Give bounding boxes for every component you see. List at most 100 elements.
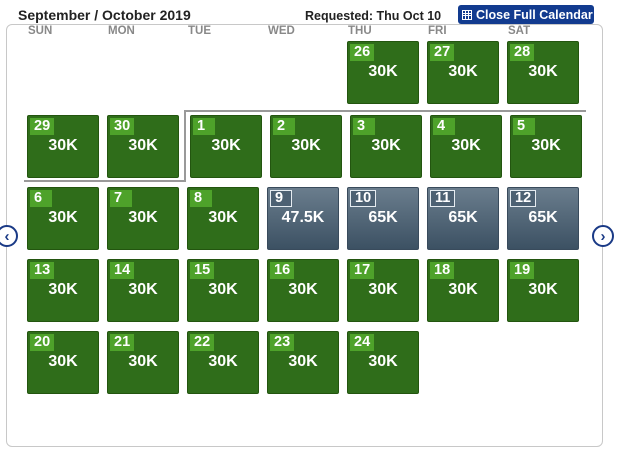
day-number: 22 [190, 334, 215, 351]
day-number: 3 [353, 118, 375, 135]
day-cell[interactable]: 30 30K [107, 115, 179, 178]
day-number: 11 [430, 190, 456, 207]
day-number: 1 [193, 118, 215, 135]
day-number: 18 [430, 262, 455, 279]
day-cell[interactable]: 10 65K [347, 187, 419, 250]
day-cell[interactable]: 27 30K [427, 41, 499, 104]
day-cell[interactable]: 13 30K [27, 259, 99, 322]
day-price: 30K [128, 137, 158, 154]
day-number: 9 [270, 190, 292, 207]
day-number: 6 [30, 190, 52, 207]
day-cell[interactable]: 28 30K [507, 41, 579, 104]
day-cell[interactable]: 3 30K [350, 115, 422, 178]
day-price: 30K [128, 281, 158, 298]
day-number: 20 [30, 334, 55, 351]
day-price: 30K [288, 353, 318, 370]
previous-month-button[interactable]: ‹ [0, 225, 18, 247]
day-price: 30K [208, 281, 238, 298]
day-price: 30K [368, 63, 398, 80]
day-number: 10 [350, 190, 377, 207]
requested-date: Requested: Thu Oct 10 [305, 9, 442, 23]
day-cell[interactable]: 8 30K [187, 187, 259, 250]
day-price: 65K [528, 209, 558, 226]
weekday-tue: TUE [188, 25, 211, 37]
day-number: 14 [110, 262, 135, 279]
month-separator [24, 180, 186, 182]
day-number: 15 [190, 262, 215, 279]
weekday-sun: SUN [28, 25, 53, 37]
day-number: 24 [350, 334, 375, 351]
day-cell[interactable]: 21 30K [107, 331, 179, 394]
day-cell[interactable]: 4 30K [430, 115, 502, 178]
day-number: 13 [30, 262, 55, 279]
day-cell[interactable]: 15 30K [187, 259, 259, 322]
day-price: 30K [448, 63, 478, 80]
day-number: 23 [270, 334, 295, 351]
close-full-calendar-label: Close Full Calendar [476, 7, 593, 22]
day-cell[interactable]: 7 30K [107, 187, 179, 250]
day-price: 30K [208, 353, 238, 370]
day-price: 30K [291, 137, 321, 154]
close-full-calendar-button[interactable]: Close Full Calendar [458, 5, 594, 24]
day-price: 30K [48, 209, 78, 226]
day-cell[interactable]: 26 30K [347, 41, 419, 104]
day-cell[interactable]: 20 30K [27, 331, 99, 394]
chevron-left-icon: ‹ [4, 227, 10, 245]
day-number: 29 [30, 118, 55, 135]
day-price: 30K [48, 137, 78, 154]
day-cell[interactable]: 24 30K [347, 331, 419, 394]
day-number: 2 [273, 118, 295, 135]
day-number: 5 [513, 118, 535, 135]
weekday-mon: MON [108, 25, 135, 37]
day-price: 65K [448, 209, 478, 226]
day-cell[interactable]: 1 30K [190, 115, 262, 178]
chevron-right-icon: › [600, 227, 606, 245]
day-number: 27 [430, 44, 455, 61]
day-cell[interactable]: 11 65K [427, 187, 499, 250]
day-price: 30K [368, 353, 398, 370]
weekday-fri: FRI [428, 25, 447, 37]
day-price: 30K [448, 281, 478, 298]
next-month-button[interactable]: › [592, 225, 614, 247]
weekday-thu: THU [348, 25, 372, 37]
day-number: 26 [350, 44, 375, 61]
day-number: 19 [510, 262, 535, 279]
day-number: 16 [270, 262, 295, 279]
day-price: 30K [288, 281, 318, 298]
day-cell[interactable]: 19 30K [507, 259, 579, 322]
day-price: 30K [128, 353, 158, 370]
day-number: 28 [510, 44, 535, 61]
day-price: 30K [528, 63, 558, 80]
day-cell[interactable]: 16 30K [267, 259, 339, 322]
day-cell[interactable]: 22 30K [187, 331, 259, 394]
day-cell[interactable]: 18 30K [427, 259, 499, 322]
day-cell[interactable]: 29 30K [27, 115, 99, 178]
day-price: 65K [368, 209, 398, 226]
day-cell[interactable]: 14 30K [107, 259, 179, 322]
day-cell[interactable]: 9 47.5K [267, 187, 339, 250]
day-price: 30K [211, 137, 241, 154]
day-price: 30K [371, 137, 401, 154]
calendar-title: September / October 2019 [18, 7, 191, 23]
month-separator [184, 110, 186, 182]
day-price: 47.5K [281, 209, 325, 226]
day-cell[interactable]: 5 30K [510, 115, 582, 178]
day-number: 7 [110, 190, 132, 207]
day-number: 8 [190, 190, 212, 207]
day-cell[interactable]: 6 30K [27, 187, 99, 250]
day-price: 30K [208, 209, 238, 226]
day-cell[interactable]: 17 30K [347, 259, 419, 322]
day-cell[interactable]: 2 30K [270, 115, 342, 178]
day-cell[interactable]: 23 30K [267, 331, 339, 394]
day-number: 17 [350, 262, 375, 279]
day-number: 12 [510, 190, 537, 207]
calendar-grid-icon [462, 9, 472, 20]
day-price: 30K [128, 209, 158, 226]
day-cell[interactable]: 12 65K [507, 187, 579, 250]
day-price: 30K [368, 281, 398, 298]
day-price: 30K [531, 137, 561, 154]
day-price: 30K [48, 353, 78, 370]
weekday-wed: WED [268, 25, 295, 37]
day-price: 30K [451, 137, 481, 154]
day-number: 4 [433, 118, 455, 135]
